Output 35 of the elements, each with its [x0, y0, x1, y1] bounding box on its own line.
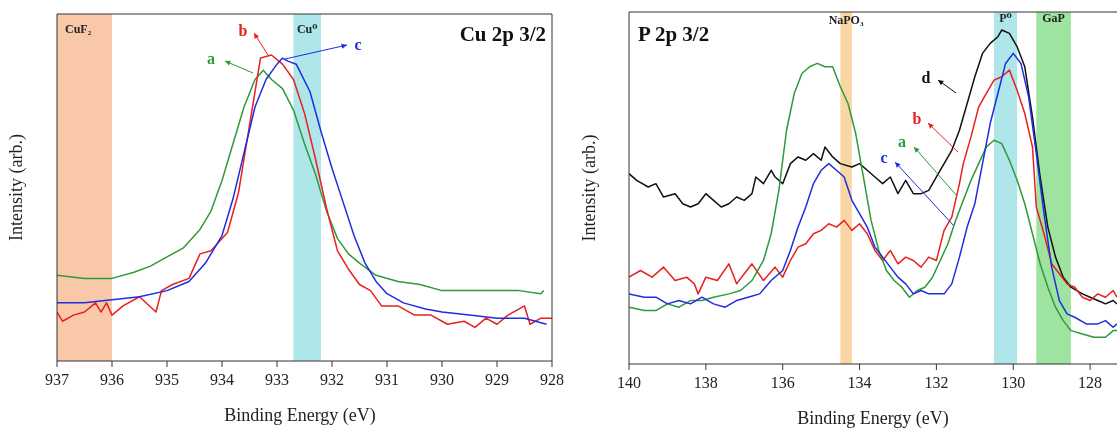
x-tick-label: 937 — [45, 371, 69, 388]
x-tick-label: 935 — [155, 371, 179, 388]
x-tick-label: 929 — [485, 371, 509, 388]
legend-label: c — [880, 149, 888, 166]
x-tick-label: 140 — [617, 374, 641, 391]
x-axis-title: Binding Energy (eV) — [797, 408, 949, 429]
band-label: Cu⁰ — [296, 22, 318, 36]
x-tick-label: 128 — [1078, 374, 1103, 391]
x-tick-label: 930 — [430, 371, 454, 388]
y-axis-title: Intensity (arb.) — [6, 134, 27, 241]
band-label: CuF₂ — [65, 22, 92, 36]
x-tick-label: 130 — [1001, 374, 1026, 391]
x-tick-label: 936 — [100, 371, 124, 388]
band-label: GaP — [1042, 11, 1065, 25]
x-tick-label: 934 — [210, 371, 234, 388]
y-axis-title: Intensity (arb.) — [579, 134, 600, 242]
legend-label: b — [238, 22, 248, 39]
band-label: P⁰ — [999, 11, 1012, 25]
legend-label: a — [207, 50, 215, 67]
x-tick-label: 928 — [540, 371, 564, 388]
text: c — [354, 36, 362, 53]
x-tick-label: 933 — [265, 371, 289, 388]
x-tick-label: 932 — [320, 371, 344, 388]
legend-label: b — [912, 110, 922, 127]
chart-title: Cu 2p 3/2 — [459, 22, 546, 46]
x-tick-label: 931 — [375, 371, 399, 388]
x-tick-label: 138 — [693, 374, 718, 391]
x-tick-label: 132 — [924, 374, 949, 391]
x-tick-label: 136 — [770, 374, 795, 391]
legend-label: a — [898, 133, 906, 150]
band-label: NaPO₃ — [828, 13, 864, 27]
chart-title: P 2p 3/2 — [638, 22, 710, 46]
x-axis-title: Binding Energy (eV) — [224, 405, 376, 426]
legend-label: d — [921, 69, 931, 86]
x-tick-label: 134 — [847, 374, 872, 391]
